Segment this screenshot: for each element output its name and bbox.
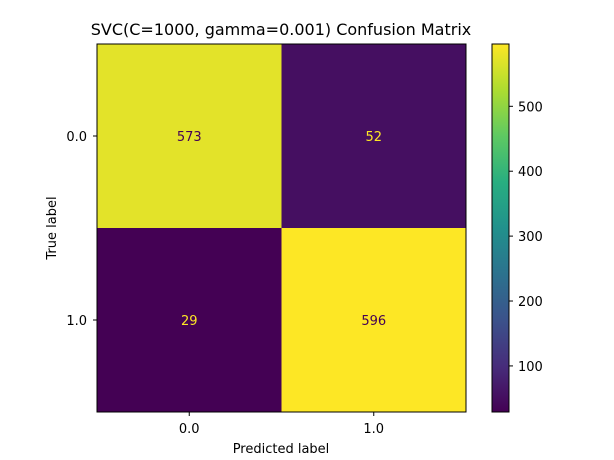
x-tick-label: 1.0 xyxy=(363,422,384,437)
y-axis-ticks: 0.0 1.0 xyxy=(66,130,97,329)
y-tick-label: 0.0 xyxy=(66,130,87,145)
cell-value-labels: 573 52 29 596 xyxy=(177,130,386,329)
x-tick-label: 0.0 xyxy=(179,422,200,437)
cell-value-label: 573 xyxy=(177,130,202,145)
heatmap-cell xyxy=(281,44,466,228)
heatmap-cell xyxy=(97,44,282,228)
cell-value-label: 52 xyxy=(365,130,382,145)
y-axis-label: True label xyxy=(45,196,60,260)
heatmap-cells xyxy=(97,44,466,412)
x-axis-label: Predicted label xyxy=(233,442,330,457)
colorbar-tick-label: 200 xyxy=(518,295,543,310)
plot-frame xyxy=(96,43,467,413)
colorbar xyxy=(491,43,510,413)
cell-value-label: 29 xyxy=(181,314,198,329)
heatmap-cell xyxy=(281,228,466,412)
y-tick-label: 1.0 xyxy=(66,314,87,329)
heatmap-cell xyxy=(97,228,282,412)
colorbar-tick-label: 100 xyxy=(518,360,543,375)
cell-value-label: 596 xyxy=(361,314,386,329)
colorbar-tick-label: 400 xyxy=(518,165,543,180)
chart-title: SVC(C=1000, gamma=0.001) Confusion Matri… xyxy=(91,20,472,39)
colorbar-ticks: 100 200 300 400 500 xyxy=(509,100,543,375)
colorbar-tick-label: 500 xyxy=(518,100,543,115)
x-axis-ticks: 0.0 1.0 xyxy=(179,412,384,437)
colorbar-tick-label: 300 xyxy=(518,230,543,245)
